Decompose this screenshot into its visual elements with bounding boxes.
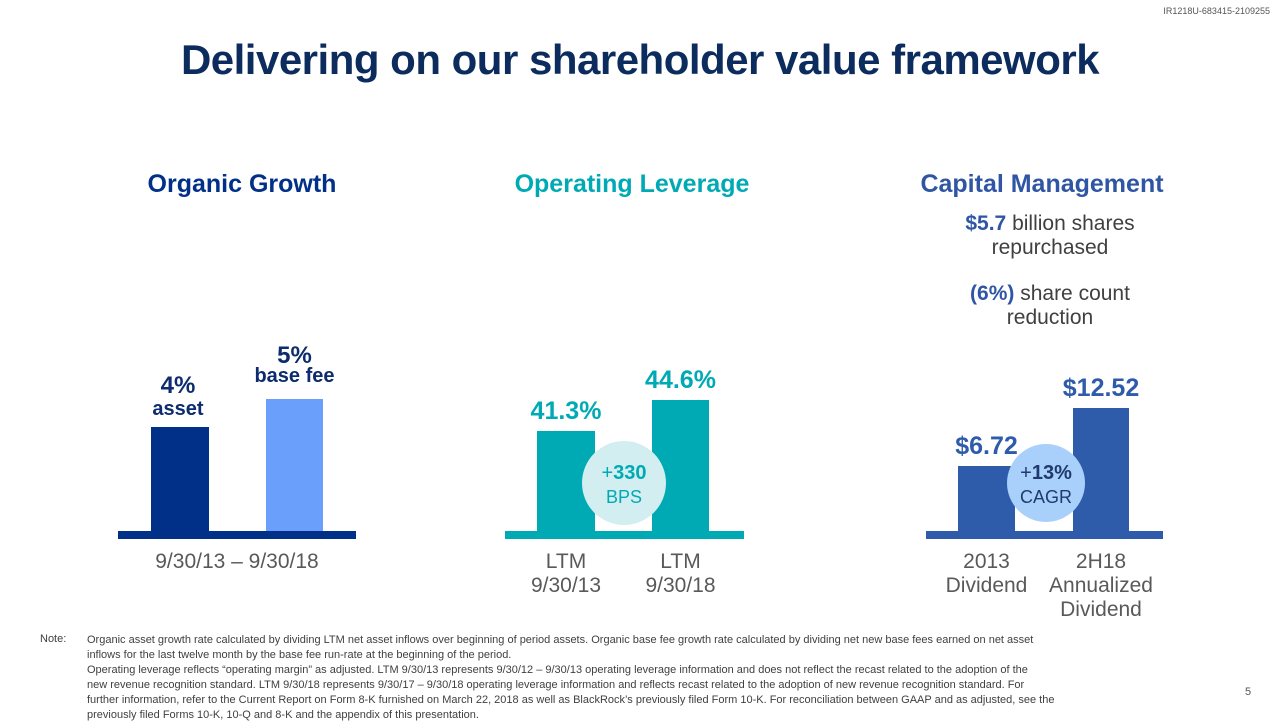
category-label: 2013 Dividend [907, 550, 1067, 598]
share-count-text: share count [1014, 282, 1130, 305]
data-label: 41.3% [531, 397, 602, 425]
category-label: 2H18 Annualized Dividend [1021, 550, 1181, 622]
data-sublabel: base fee [254, 365, 334, 387]
category-label-line: Annualized [1049, 574, 1153, 597]
document-id: IR1218U-683415-2109255 [1163, 6, 1270, 16]
axis-baseline [505, 531, 744, 539]
page-number: 5 [1245, 686, 1252, 698]
shares-repurchased-stat: $5.7 billion shares repurchased [920, 212, 1180, 260]
bar [958, 466, 1015, 531]
x-axis-label: 9/30/13 – 9/30/18 [155, 550, 319, 573]
capital-management-heading: Capital Management [920, 170, 1164, 198]
axis-baseline [118, 531, 356, 539]
shares-repurchased-text2: repurchased [991, 236, 1109, 259]
badge-value: +330 [601, 462, 646, 484]
category-label-line: 2H18 [1075, 550, 1127, 573]
page-title: Delivering on our shareholder value fram… [180, 36, 1100, 83]
shares-repurchased-value: $5.7 [965, 212, 1007, 235]
note-text: Organic asset growth rate calculated by … [87, 633, 1237, 723]
bar [266, 399, 323, 531]
share-count-value: (6%) [970, 282, 1015, 305]
share-count-stat: (6%) share count reduction [920, 282, 1180, 330]
organic-growth-heading: Organic Growth [147, 170, 337, 198]
data-label: 44.6% [645, 366, 716, 394]
category-label-line: LTM [660, 550, 701, 573]
badge-label: CAGR [1020, 487, 1072, 507]
shares-repurchased-text: billion shares [1006, 212, 1135, 235]
data-label: $6.72 [955, 432, 1018, 460]
bar [151, 427, 209, 531]
badge-circle [582, 441, 666, 525]
note-line: inflows for the last twelve month by the… [87, 649, 512, 661]
category-label-line: Dividend [945, 574, 1028, 597]
note-line: further information, refer to the Curren… [87, 694, 1055, 706]
data-label: 5% [277, 342, 312, 369]
badge-label: BPS [606, 487, 642, 507]
note-label: Note: [40, 633, 67, 645]
note-line: previously filed Forms 10-K, 10-Q and 8-… [87, 709, 479, 721]
operating-leverage-heading: Operating Leverage [514, 170, 750, 198]
note-line: Organic asset growth rate calculated by … [87, 634, 1034, 646]
category-label: LTM 9/30/18 [601, 550, 761, 598]
badge-circle [1007, 444, 1085, 522]
category-label-line: 9/30/18 [645, 574, 716, 597]
category-label-line: LTM [545, 550, 587, 573]
category-label-line: 2013 [963, 550, 1010, 573]
note-line: new revenue recognition standard. LTM 9/… [87, 679, 1025, 691]
axis-baseline [926, 531, 1163, 539]
data-sublabel: asset [152, 398, 203, 420]
badge-value: +13% [1020, 462, 1072, 484]
category-label: LTM 9/30/13 [486, 550, 646, 598]
data-label: $12.52 [1063, 374, 1139, 402]
note-line: Operating leverage reflects “operating m… [87, 664, 1028, 676]
category-label-line: Dividend [1060, 598, 1142, 621]
data-label: 4% [161, 372, 196, 399]
share-count-text2: reduction [1006, 306, 1094, 329]
category-label-line: 9/30/13 [530, 574, 602, 597]
